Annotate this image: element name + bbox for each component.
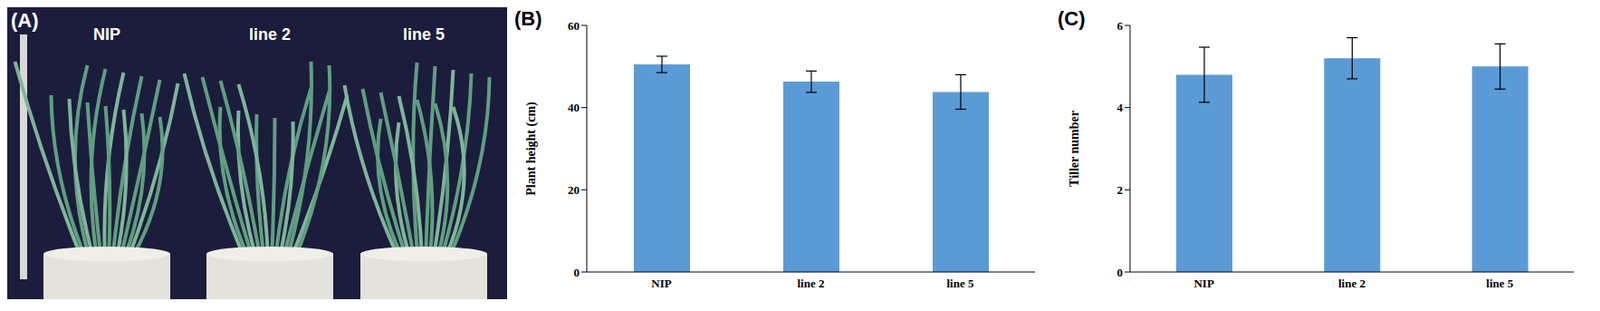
svg-text:0: 0	[1117, 265, 1124, 279]
html-text:(C): (C)	[1057, 7, 1086, 30]
svg-text:line 2: line 2	[1338, 276, 1366, 290]
svg-text:Plant height (cm): Plant height (cm)	[524, 101, 539, 196]
svg-text:20: 20	[567, 182, 580, 197]
svg-text:line 2: line 2	[249, 25, 291, 44]
svg-text:0: 0	[574, 265, 581, 279]
svg-text:line 5: line 5	[947, 276, 975, 290]
svg-text:60: 60	[567, 19, 580, 33]
svg-text:40: 40	[567, 100, 580, 115]
svg-text:2: 2	[1117, 182, 1124, 197]
svg-text:NIP: NIP	[1193, 276, 1214, 290]
svg-text:line 5: line 5	[1485, 276, 1514, 290]
svg-text:NIP: NIP	[651, 276, 671, 290]
svg-text:line 5: line 5	[402, 25, 445, 44]
svg-text:(A): (A)	[10, 9, 39, 32]
svg-text:NIP: NIP	[93, 25, 121, 44]
svg-text:line 2: line 2	[797, 276, 825, 290]
svg-text:4: 4	[1117, 100, 1124, 115]
html-text:(B): (B)	[514, 7, 542, 30]
svg-text:6: 6	[1117, 19, 1124, 33]
svg-text:Tiller number: Tiller number	[1067, 110, 1082, 187]
